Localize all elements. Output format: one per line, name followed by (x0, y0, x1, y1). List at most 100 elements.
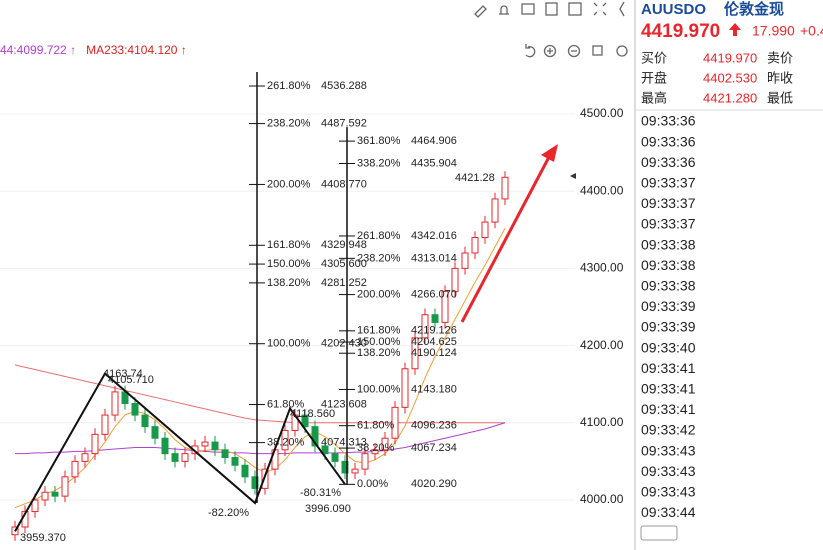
tick-time: 09:33:39 (641, 298, 696, 314)
annotation: -82.20% (208, 507, 249, 519)
candle-body (331, 453, 339, 462)
candle-body (91, 433, 99, 455)
y-tick-label: 4500.00 (580, 106, 624, 120)
camera-icon[interactable] (521, 3, 535, 15)
fib-percent: 238.20% (267, 117, 311, 129)
annotation: 4105.710 (108, 374, 154, 386)
window-icon[interactable] (568, 2, 582, 16)
tick-time: 09:33:43 (641, 463, 696, 479)
candle-body (71, 460, 79, 478)
tick-time: 09:33:43 (641, 442, 696, 458)
tick-time: 09:33:37 (641, 175, 696, 191)
annotation: 4421.28 (455, 172, 495, 184)
fib-price: 4123.608 (321, 398, 367, 410)
y-tick-label: 4300.00 (580, 261, 624, 275)
annotation: 3996.090 (305, 503, 351, 515)
tick-time: 09:33:36 (641, 154, 696, 170)
collapse-icon[interactable] (619, 1, 625, 17)
y-tick-label: 4100.00 (580, 415, 624, 429)
quote-label: 卖价 (767, 50, 793, 65)
layout-icon[interactable] (592, 45, 603, 56)
candle-body (451, 267, 459, 293)
settings-icon[interactable] (616, 45, 628, 57)
candle-body (81, 453, 89, 462)
candle-body (351, 468, 359, 474)
annotation: 4163.74 (103, 368, 143, 380)
candle-body (51, 491, 59, 497)
zoom-in-icon[interactable] (547, 48, 553, 54)
tick-time: 09:33:36 (641, 133, 696, 149)
tick-time: 09:33:36 (641, 113, 696, 129)
tick-time: 09:33:41 (641, 360, 696, 376)
fib-price: 4464.906 (411, 135, 457, 147)
candle-body (371, 449, 379, 455)
fib-price: 4305.600 (321, 258, 367, 270)
candle-body (411, 337, 419, 370)
quote-value: 4402.530 (703, 70, 757, 85)
candle-body (111, 391, 119, 416)
fib-percent: 261.80% (357, 230, 401, 242)
fib-percent: 38.20% (357, 442, 395, 454)
candle-body (431, 314, 439, 323)
fib-percent: 261.80% (267, 80, 311, 92)
candle-body (221, 449, 229, 459)
candle-body (471, 237, 479, 254)
quote-label: 买价 (641, 50, 667, 65)
fullscreen-icon[interactable] (593, 2, 607, 16)
instrument-name: 伦敦金现 (724, 0, 784, 18)
moving-average (14, 364, 505, 424)
fib-percent: 200.00% (357, 288, 401, 300)
fib-percent: 61.80% (357, 420, 395, 432)
fib-price: 4219.126 (411, 325, 457, 337)
quote-label: 最高 (641, 90, 667, 105)
fib-price: 4074.313 (321, 437, 367, 449)
candle-body (201, 441, 209, 447)
fib-price: 4096.236 (411, 420, 457, 432)
fib-price: 4143.180 (411, 383, 457, 395)
candle-body (61, 476, 69, 497)
chat-icon[interactable] (640, 525, 678, 541)
tick-time: 09:33:42 (641, 422, 696, 438)
candle-body (171, 453, 179, 462)
change-percent: +0.4 (800, 23, 823, 39)
up-arrow-icon (729, 23, 741, 36)
annotation: 4118.560 (290, 408, 335, 420)
fib-price: 4313.014 (411, 252, 457, 264)
symbol: AUUSDO (641, 1, 706, 18)
fib-percent: 38.20% (267, 437, 305, 449)
candle-body (341, 460, 349, 474)
draw-icon[interactable] (474, 5, 487, 18)
candle-body (491, 198, 499, 223)
y-tick-label: 4400.00 (580, 183, 624, 197)
fib-percent: 150.00% (357, 336, 401, 348)
copy-icon[interactable] (545, 2, 558, 16)
candle-body (301, 414, 309, 428)
candle-body (241, 464, 249, 478)
candle-body (31, 499, 39, 513)
tick-time: 09:33:37 (641, 195, 696, 211)
fib-percent: 0.00% (357, 478, 388, 490)
tick-time: 09:33:39 (641, 319, 696, 335)
zoom-in-icon[interactable] (543, 44, 557, 58)
moving-average (14, 228, 506, 509)
quote-label: 昨收 (767, 70, 793, 85)
tick-time: 09:33:41 (641, 381, 696, 397)
candle-body (131, 402, 139, 416)
quote-value: 4421.280 (703, 90, 757, 105)
fib-price: 4408.770 (321, 178, 367, 190)
candle-body (321, 445, 329, 455)
zoom-out-icon[interactable] (567, 44, 581, 58)
fib-percent: 338.20% (357, 157, 401, 169)
fib-price: 4342.016 (411, 230, 457, 242)
zigzag-drawing (14, 372, 346, 532)
fib-percent: 138.20% (267, 277, 311, 289)
trend-arrow-head (541, 144, 558, 162)
alert-icon[interactable] (499, 5, 509, 15)
undo-icon[interactable] (525, 44, 536, 58)
fib-percent: 100.00% (267, 338, 311, 350)
tick-time: 09:33:43 (641, 484, 696, 500)
candle-body (311, 426, 319, 447)
candle-body (441, 291, 449, 323)
candle-body (381, 437, 389, 451)
